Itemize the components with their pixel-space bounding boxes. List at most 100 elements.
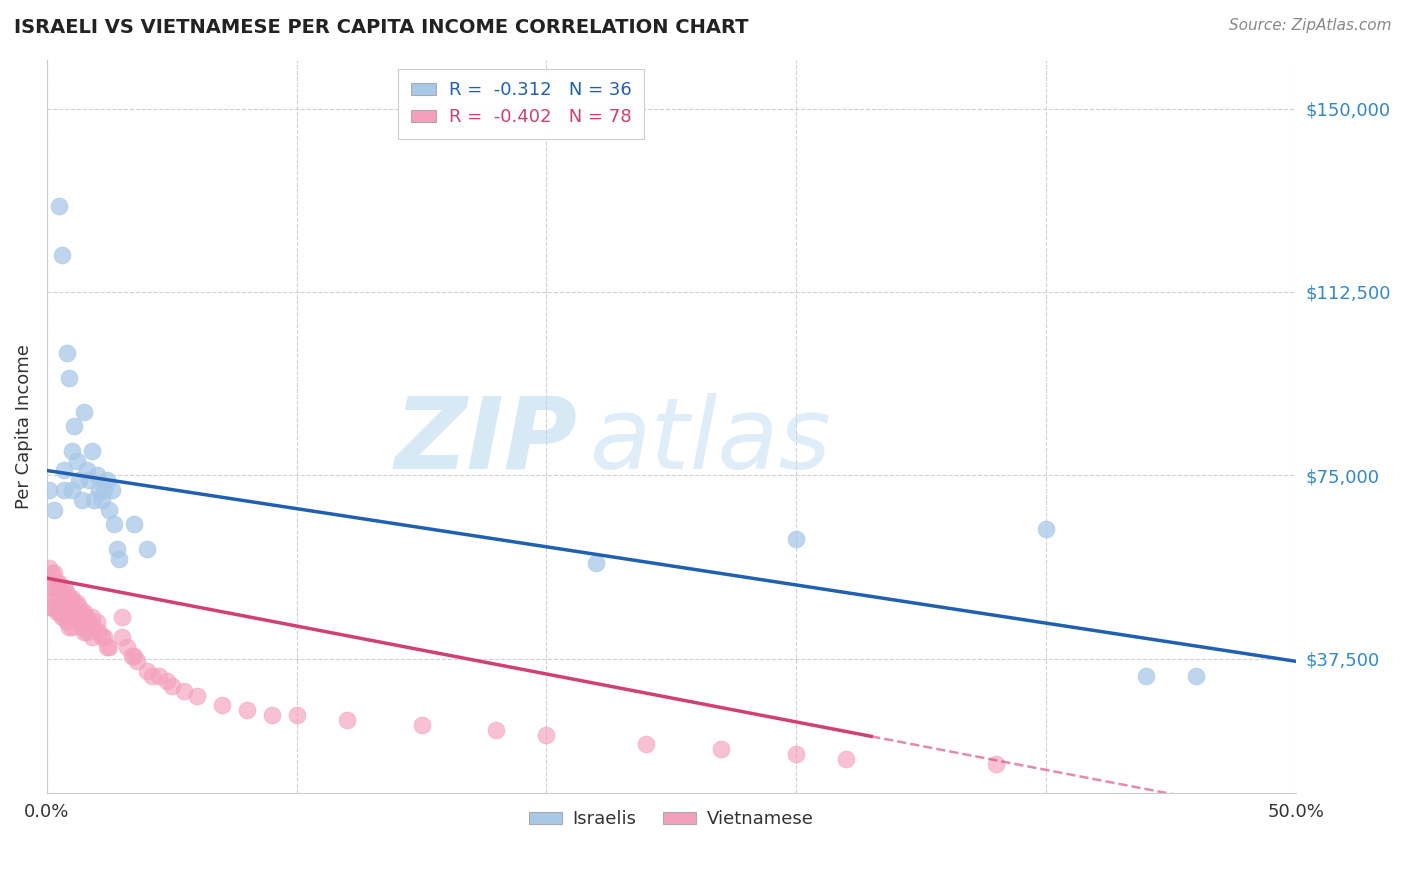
Point [135,664,157,678]
Point [56,615,79,629]
Point [45,591,67,605]
Point [80,444,103,458]
Point [105,541,128,556]
Point [336,713,359,727]
Point [124,517,146,532]
Point [63,610,86,624]
Point [536,728,558,742]
Point [38,581,60,595]
Point [93,483,115,497]
Point [93,630,115,644]
Point [141,669,163,683]
Point [63,596,86,610]
Point [1035,522,1057,536]
Point [285,708,308,723]
Point [90,492,112,507]
Point [44,600,66,615]
Point [48,576,70,591]
Point [1185,669,1208,683]
Legend: Israelis, Vietnamese: Israelis, Vietnamese [522,803,821,836]
Point [98,502,121,516]
Point [411,718,433,732]
Point [76,624,98,639]
Point [73,405,96,419]
Point [485,723,508,737]
Point [44,566,66,581]
Point [83,492,105,507]
Point [785,532,807,546]
Point [73,605,96,619]
Point [51,581,73,595]
Point [160,679,183,693]
Point [260,708,283,723]
Text: ISRAELI VS VIETNAMESE PER CAPITA INCOME CORRELATION CHART: ISRAELI VS VIETNAMESE PER CAPITA INCOME … [14,18,748,37]
Point [710,742,733,756]
Point [60,591,83,605]
Point [235,703,257,717]
Point [60,483,83,497]
Point [51,610,73,624]
Point [1135,669,1157,683]
Point [58,370,80,384]
Point [73,624,96,639]
Point [48,199,70,213]
Point [70,620,93,634]
Point [76,610,98,624]
Point [101,483,124,497]
Point [96,640,118,654]
Point [96,473,118,487]
Point [785,747,807,762]
Point [67,600,90,615]
Point [51,596,73,610]
Point [80,630,103,644]
Point [103,517,125,532]
Point [60,444,83,458]
Point [67,615,90,629]
Point [60,605,83,619]
Point [70,492,93,507]
Text: Source: ZipAtlas.com: Source: ZipAtlas.com [1229,18,1392,33]
Point [86,615,108,629]
Point [67,473,90,487]
Point [211,698,233,713]
Point [79,473,101,487]
Point [58,620,80,634]
Point [56,346,79,360]
Point [79,615,101,629]
Text: ZIP: ZIP [395,392,578,490]
Point [56,586,79,600]
Point [70,605,93,619]
Point [148,669,170,683]
Point [66,453,89,467]
Point [86,468,108,483]
Point [173,683,195,698]
Point [636,738,658,752]
Point [58,591,80,605]
Point [41,566,63,581]
Point [186,689,208,703]
Point [585,557,607,571]
Point [38,561,60,575]
Point [76,463,98,477]
Point [66,610,89,624]
Point [53,610,76,624]
Point [111,630,134,644]
Point [58,605,80,619]
Point [984,757,1007,772]
Y-axis label: Per Capita Income: Per Capita Income [15,344,32,509]
Point [98,640,121,654]
Point [89,624,111,639]
Point [44,502,66,516]
Point [38,600,60,615]
Point [45,576,67,591]
Point [48,605,70,619]
Point [124,649,146,664]
Point [89,483,111,497]
Point [135,541,157,556]
Point [51,248,73,262]
Point [53,483,76,497]
Point [156,673,179,688]
Point [115,640,138,654]
Point [41,600,63,615]
Point [66,596,89,610]
